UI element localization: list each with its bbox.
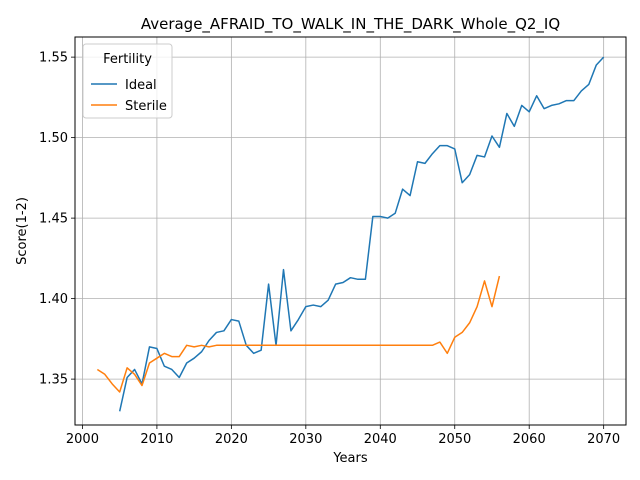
legend-title: Fertility bbox=[103, 52, 152, 67]
series-line-ideal bbox=[118, 56, 605, 412]
x-tick-label: 2060 bbox=[513, 432, 546, 447]
x-tick-label: 2000 bbox=[66, 432, 99, 447]
y-tick-label: 1.40 bbox=[39, 292, 68, 307]
x-tick-label: 2070 bbox=[587, 432, 620, 447]
x-tick-label: 2030 bbox=[289, 432, 322, 447]
grid-lines bbox=[75, 37, 626, 425]
plot-frame bbox=[74, 36, 627, 426]
chart-title: Average_AFRAID_TO_WALK_IN_THE_DARK_Whole… bbox=[141, 15, 560, 34]
series-line-sterile bbox=[96, 275, 501, 393]
y-tick-label: 1.35 bbox=[39, 373, 68, 388]
legend-label-ideal: Ideal bbox=[125, 78, 157, 93]
x-axis-ticks: 2000 2010 2020 2030 2040 2050 2060 2070 bbox=[66, 425, 620, 447]
series-lines bbox=[96, 56, 605, 412]
x-axis-label: Years bbox=[332, 451, 368, 466]
y-tick-label: 1.55 bbox=[39, 51, 68, 66]
legend: Fertility Ideal Sterile bbox=[82, 43, 173, 119]
y-tick-label: 1.45 bbox=[39, 212, 68, 227]
x-tick-label: 2020 bbox=[215, 432, 248, 447]
x-tick-label: 2040 bbox=[364, 432, 397, 447]
y-tick-label: 1.50 bbox=[39, 131, 68, 146]
x-tick-label: 2010 bbox=[140, 432, 173, 447]
y-axis-label: Score(1-2) bbox=[15, 197, 30, 265]
legend-label-sterile: Sterile bbox=[125, 99, 167, 114]
y-axis-ticks: 1.35 1.40 1.45 1.50 1.55 bbox=[39, 51, 75, 388]
x-tick-label: 2050 bbox=[438, 432, 471, 447]
legend-box bbox=[82, 43, 173, 119]
